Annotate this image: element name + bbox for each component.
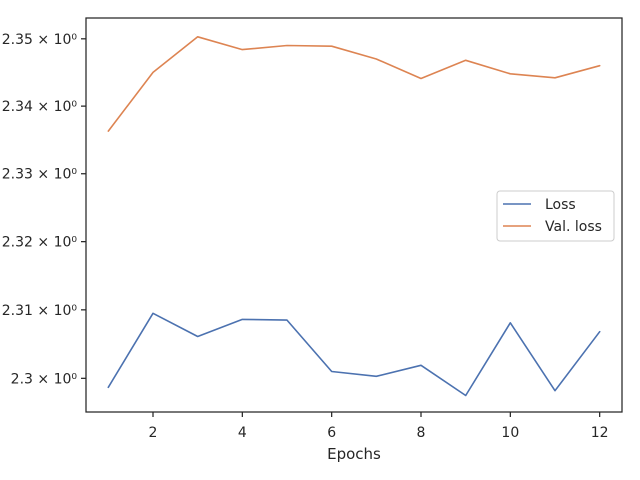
plot-area-frame (85, 17, 623, 413)
y-tick-label: 2.31 × 10⁰ (2, 303, 78, 319)
y-tick-label: 2.33 × 10⁰ (2, 167, 78, 183)
legend: Loss Val. loss (496, 190, 615, 242)
y-tick-label: 2.34 × 10⁰ (2, 99, 78, 115)
y-axis: 2.3 × 10⁰ 2.31 × 10⁰ 2.32 × 10⁰ 2.33 × 10⁰ 2… (2, 32, 86, 387)
x-tick-label: 6 (327, 425, 336, 441)
series-line-loss (107, 312, 601, 397)
legend-label: Val. loss (545, 219, 602, 235)
x-tick-label: 12 (591, 425, 609, 441)
x-axis-label: Epochs (327, 445, 381, 463)
y-tick-label: 2.3 × 10⁰ (11, 371, 78, 387)
series-line-val-loss (107, 35, 601, 132)
x-tick-label: 4 (238, 425, 247, 441)
x-tick-label: 8 (417, 425, 426, 441)
y-tick-label: 2.32 × 10⁰ (2, 235, 78, 251)
x-tick-label: 2 (149, 425, 158, 441)
x-tick-label: 10 (501, 425, 519, 441)
legend-label: Loss (545, 197, 576, 213)
x-axis: 2 4 6 8 10 12 (149, 412, 609, 441)
series-lines (107, 35, 601, 397)
y-tick-label: 2.35 × 10⁰ (2, 32, 78, 48)
